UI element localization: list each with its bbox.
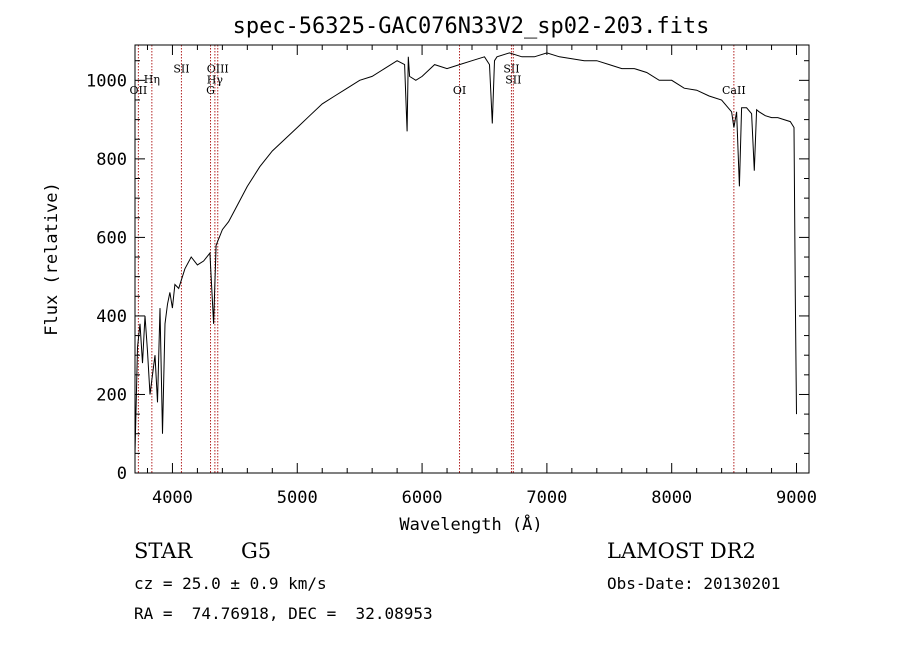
y-axis-label: Flux (relative) [42,182,62,336]
y-tick-label: 800 [96,150,127,170]
y-tick-label: 600 [96,228,127,248]
observation-date: Obs-Date: 20130201 [607,574,781,593]
x-tick-label: 4000 [152,488,193,508]
line-marker-label: Hη [144,73,160,86]
x-tick-label: 6000 [402,488,443,508]
line-marker-label: G [206,84,215,97]
line-marker-label: OIII [207,63,229,76]
line-marker-label: OI [453,84,466,97]
line-marker-label: SII [503,63,519,76]
y-tick-label: 1000 [86,71,127,91]
object-class: STAR [134,539,193,563]
chart-title: spec-56325-GAC076N33V2_sp02-203.fits [233,14,710,39]
line-marker-label: CaII [722,84,746,97]
redshift-velocity: cz = 25.0 ± 0.9 km/s [134,574,327,593]
y-tick-label: 0 [117,464,127,484]
plot-frame [134,44,810,474]
x-tick-label: 5000 [277,488,318,508]
y-tick-label: 200 [96,385,127,405]
spectrum-line [134,52,797,454]
survey-name: LAMOST DR2 [607,539,756,563]
object-subclass: G5 [241,539,272,563]
line-marker-label: SII [173,63,189,76]
axis-ticks: 4000 5000 6000 7000 8000 9000 0 200 400 600 800 100… [86,45,817,508]
x-tick-label: 8000 [651,488,692,508]
x-tick-label: 7000 [526,488,567,508]
line-marker-label: SII [505,74,521,87]
line-marker-label: Hγ [207,74,224,87]
x-tick-label: 9000 [776,488,817,508]
line-marker-label: OII [130,84,148,97]
y-tick-label: 400 [96,307,127,327]
coordinates: RA = 74.76918, DEC = 32.08953 [134,604,433,623]
x-axis-label: Wavelength (Å) [399,513,542,535]
